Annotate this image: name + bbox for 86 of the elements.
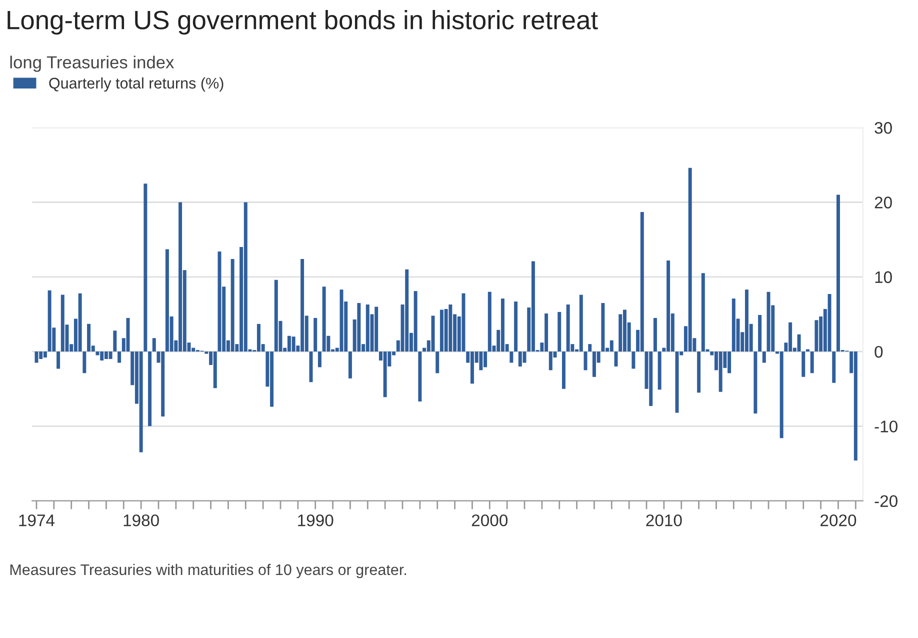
bar: [510, 352, 514, 363]
bar: [718, 352, 722, 392]
x-tick-label: 1990: [298, 514, 334, 526]
bar: [797, 334, 801, 352]
bar: [414, 291, 418, 352]
bar: [579, 294, 583, 352]
bar: [383, 352, 387, 398]
y-tick-label: 30: [874, 122, 892, 134]
bar: [610, 340, 614, 352]
bar: [348, 352, 352, 378]
bar: [60, 294, 64, 352]
x-tick-label: 2010: [646, 514, 682, 526]
bar: [588, 344, 592, 352]
bar: [78, 293, 82, 352]
bar: [144, 184, 148, 352]
bar: [292, 336, 296, 352]
bar: [374, 306, 378, 352]
bar: [43, 352, 47, 358]
bar: [688, 168, 692, 352]
bar: [436, 352, 440, 374]
bar: [601, 303, 605, 352]
x-tick-label: 1974: [19, 514, 55, 526]
bar: [548, 352, 552, 370]
bar: [675, 352, 679, 413]
bar: [754, 352, 758, 414]
bar: [854, 352, 858, 461]
bar: [34, 352, 38, 363]
bar: [444, 308, 448, 352]
y-tick-label: -20: [874, 495, 898, 508]
bar: [87, 324, 91, 352]
bar: [806, 349, 810, 352]
bar: [479, 352, 483, 370]
chart-title: Long-term US government bonds in historic retreat: [8, 10, 598, 35]
bar: [108, 352, 112, 360]
bar: [780, 352, 784, 438]
bar: [649, 352, 653, 406]
bar: [318, 352, 322, 368]
bar: [366, 304, 370, 352]
bar: [148, 352, 152, 426]
bar: [126, 318, 130, 352]
bar: [640, 212, 644, 352]
bar: [274, 280, 278, 352]
bar: [118, 352, 122, 363]
bar: [448, 304, 452, 352]
bar: [658, 352, 662, 390]
y-tick-label: 20: [874, 196, 892, 208]
bar: [562, 352, 566, 389]
bar: [405, 269, 409, 352]
y-tick-label: -10: [874, 420, 898, 432]
bar: [48, 290, 52, 352]
bar: [230, 258, 234, 352]
bar: [758, 314, 762, 352]
text: Measures Treasuries with maturities of 10 years or greater.: [10, 564, 406, 578]
bar: [653, 318, 657, 352]
bar: [832, 352, 836, 383]
bar: [762, 352, 766, 363]
bar: [152, 338, 156, 352]
bar: [632, 352, 636, 369]
chart-subtitle: long Treasuries index: [10, 56, 174, 72]
bar: [322, 286, 326, 352]
bar: [357, 303, 361, 352]
bar: [314, 318, 318, 352]
legend-label: Quarterly total returns (%): [49, 77, 224, 92]
bar: [828, 294, 832, 352]
bar: [488, 292, 492, 352]
bar: [82, 352, 86, 374]
x-tick-label: 1980: [124, 514, 159, 526]
bar: [558, 312, 562, 352]
bar: [697, 352, 701, 393]
bar: [113, 330, 117, 352]
bar: [514, 302, 518, 352]
bar: [814, 320, 818, 352]
bar: [418, 352, 422, 402]
bar: [213, 352, 217, 388]
bar: [56, 352, 60, 369]
bar: [244, 202, 248, 352]
x-tick-label: 2000: [472, 514, 508, 526]
bar: [802, 352, 806, 377]
y-tick-label: 0: [874, 346, 883, 358]
bar: [566, 304, 570, 352]
bar: [139, 352, 143, 452]
y-tick-label: 10: [875, 271, 892, 284]
x-tick-label: 2020: [820, 514, 856, 526]
bar: [810, 352, 814, 374]
bar: [766, 292, 770, 352]
bar: [518, 352, 522, 366]
